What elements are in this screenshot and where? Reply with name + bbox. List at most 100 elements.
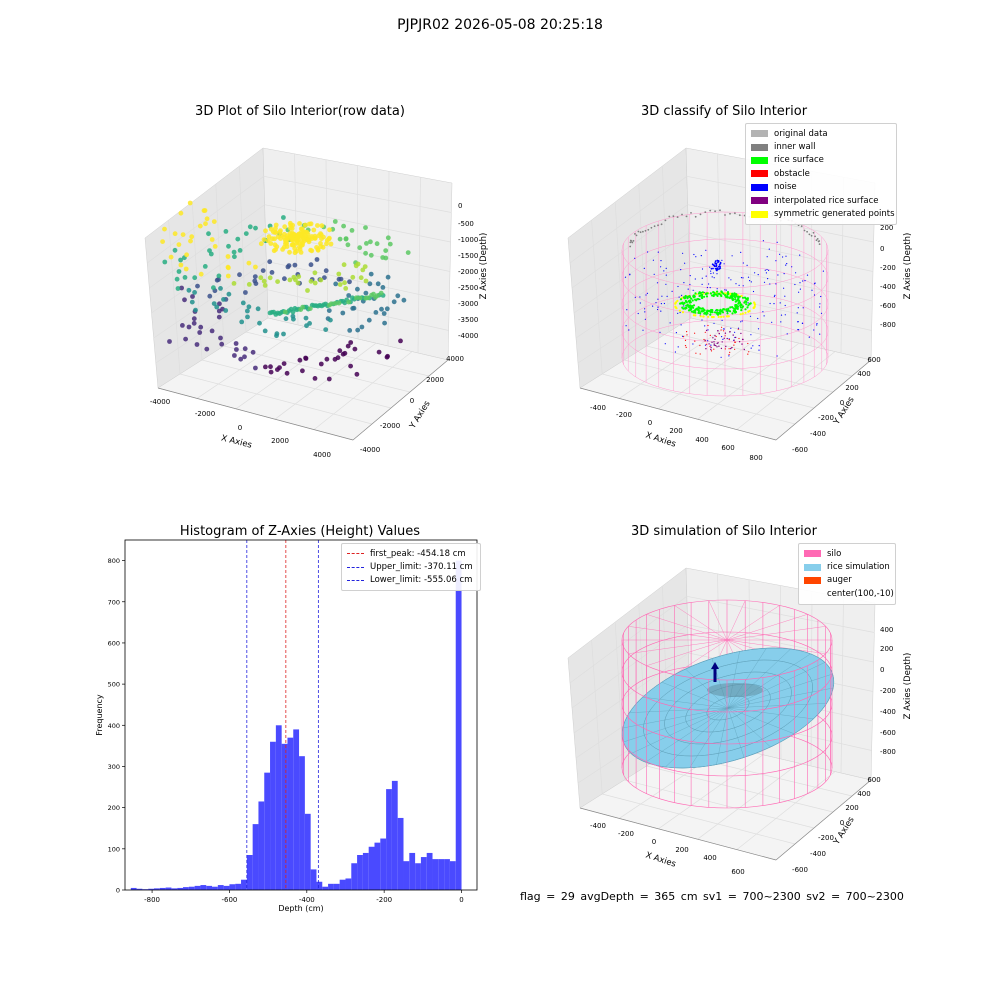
raw-point [353,295,359,301]
noise-point [795,272,797,274]
obstacle-point [728,353,730,356]
raw-z-tick: -3500 [458,316,478,324]
raw-x-tick: -4000 [150,398,170,406]
raw-point [273,222,279,228]
raw-point [319,223,325,229]
histogram-bar [281,743,288,890]
raw-point [350,274,356,280]
histogram-bar [223,885,230,890]
raw-point [302,222,308,228]
raw-point [312,270,318,276]
raw-point [338,276,344,282]
rice-point [716,309,719,312]
noise-point [714,260,717,263]
noise-point [634,257,636,259]
noise-point [712,264,715,266]
wall-point [653,225,656,228]
rice-point [712,291,715,294]
noise-point [740,251,742,253]
legend-item-lower-limit: Lower_limit: -555.06 cm [347,574,475,587]
raw-point [178,257,184,263]
noise-point [740,321,742,323]
raw-point [292,262,298,268]
histogram-bar [252,824,259,890]
rice-dip [707,683,763,697]
wall-point [631,241,634,244]
noise-point [626,309,628,311]
noise-point [785,264,787,266]
rice-point [746,297,749,300]
raw-point [380,285,386,290]
raw-point [189,234,195,240]
sim-y-tick: 0 [840,819,844,827]
interp-point [712,337,714,339]
noise-point [680,324,682,326]
panel1-title: 3D Plot of Silo Interior(row data) [195,104,405,119]
histogram-bar [217,885,224,890]
raw-point [308,278,314,284]
classify-y-tick: 200 [845,384,858,392]
raw-point [384,306,390,312]
legend-item-first-peak: first_peak: -454.18 cm [347,547,475,560]
legend-swatch [804,550,821,558]
classify-z-label: Z Axies (Depth) [903,233,913,300]
interp-point [723,337,725,339]
histogram-bar [420,857,427,890]
sim-z-tick: -400 [880,708,896,716]
noise-point [710,270,712,272]
rice-mesh-spoke [716,707,729,765]
classify-z-tick: 200 [880,224,893,232]
wall-point [800,225,803,228]
raw-point [257,320,262,326]
interp-point [710,348,712,351]
legend-item-rice-surface: rice surface [751,154,891,167]
noise-point [742,285,744,287]
legend-swatch [751,156,768,164]
silo-roof-line [708,600,728,641]
raw-point [337,236,343,242]
raw-point [311,227,317,233]
noise-point [775,283,777,285]
noise-point [705,275,707,277]
noise-point [665,267,667,269]
wall-point [797,224,800,227]
obstacle-point [694,340,696,342]
noise-point [646,292,648,294]
raw-point [368,252,374,258]
wall-point [639,231,642,234]
noise-point [689,275,691,277]
noise-point [802,322,804,324]
noise-point [754,272,756,274]
grid-line [179,373,373,425]
raw-point [315,247,321,253]
symmetric-point [681,311,685,314]
noise-point [763,315,765,317]
rice-point [735,294,738,297]
wall-point [632,240,635,242]
raw-point [271,248,277,254]
wall-point [629,241,632,244]
histogram-y-ticks: 0 100 200 300 400 500 600 700 800 [108,557,125,895]
classify-y-tick: 0 [840,399,844,407]
raw-point [207,293,213,299]
rice-point [726,295,729,298]
raw-point [226,243,231,249]
raw-point [265,238,271,244]
raw-point [262,283,268,288]
raw-point [367,281,373,287]
noise-point [724,289,726,291]
noise-point [663,302,665,305]
noise-point [657,251,659,253]
raw-point [337,282,343,287]
raw-point [231,281,237,286]
noise-point [709,287,711,289]
wall-point [719,209,721,212]
y-tick-label: 500 [108,681,120,689]
wall-point [694,215,697,218]
noise-point [794,283,796,286]
symmetric-point [726,315,730,318]
histogram-y-label: Frequency [95,694,104,736]
noise-point [716,288,718,290]
raw-point [218,286,223,291]
obstacle-point [684,345,687,347]
